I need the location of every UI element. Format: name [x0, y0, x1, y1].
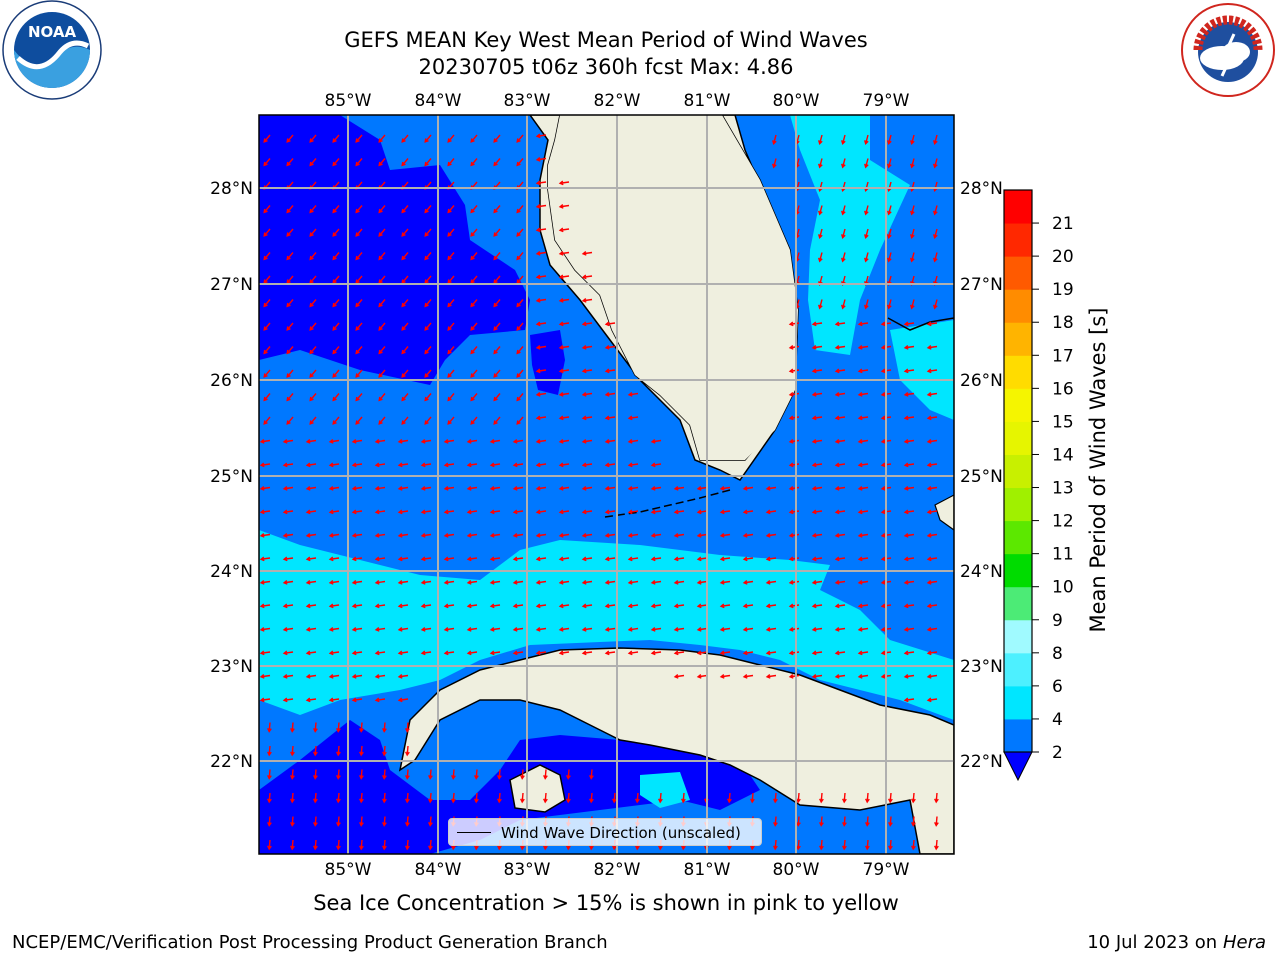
colorbar-segment	[1004, 652, 1032, 687]
under-range-region-gulf	[259, 115, 530, 385]
map-plot-area	[259, 115, 954, 854]
colorbar-tick-label: 21	[1052, 214, 1074, 234]
lat-label-left: 23°N	[210, 657, 253, 677]
colorbar-segment	[1004, 619, 1032, 654]
lat-label-left: 26°N	[210, 371, 253, 391]
map-legend: Wind Wave Direction (unscaled)	[448, 818, 762, 846]
colorbar-segment	[1004, 685, 1032, 720]
colorbar-segment	[1004, 256, 1032, 290]
lon-label-top: 84°W	[415, 91, 462, 111]
cyan-region-atlantic	[790, 115, 910, 355]
colorbar-segment	[1004, 388, 1032, 422]
colorbar-tick-label: 20	[1052, 247, 1074, 267]
florida-keys	[604, 489, 731, 518]
lon-label-bottom: 85°W	[325, 860, 372, 880]
colorbar-label: Mean Period of Wind Waves [s]	[1086, 307, 1110, 633]
lat-label-right: 25°N	[960, 467, 1003, 487]
lon-label-top: 82°W	[594, 91, 641, 111]
lon-label-top: 79°W	[863, 91, 910, 111]
colorbar-tick-label: 14	[1052, 445, 1074, 465]
lat-labels-right: 28°N 27°N 26°N 25°N 24°N 23°N 22°N	[960, 179, 1003, 772]
footer-credit: NCEP/EMC/Verification Post Processing Pr…	[12, 932, 608, 953]
chart-subtitle: 20230705 t06z 360h fcst Max: 4.86	[418, 55, 794, 79]
colorbar-tick-label: 10	[1052, 578, 1074, 598]
lon-label-bottom: 79°W	[863, 860, 910, 880]
colorbar-segment	[1004, 190, 1032, 224]
colorbar-segment	[1004, 487, 1032, 522]
lat-label-right: 28°N	[960, 179, 1003, 199]
legend-text: Wind Wave Direction (unscaled)	[501, 824, 741, 842]
lat-label-right: 23°N	[960, 657, 1003, 677]
lon-label-top: 85°W	[325, 91, 372, 111]
colorbar-tick-label: 13	[1052, 479, 1074, 499]
footer-date: 10 Jul 2023 on Hera	[1087, 932, 1266, 953]
lat-label-right: 24°N	[960, 562, 1003, 582]
colorbar-tick-label: 16	[1052, 379, 1074, 399]
wind-wave-arrows	[259, 133, 939, 851]
footer-date-text: 10 Jul 2023 on	[1087, 932, 1223, 953]
colorbar-segment	[1004, 586, 1032, 621]
colorbar-segment	[1004, 223, 1032, 257]
colorbar-segment	[1004, 553, 1032, 588]
lon-label-bottom: 84°W	[415, 860, 462, 880]
lat-label-left: 27°N	[210, 275, 253, 295]
colorbar-tick-label: 11	[1052, 545, 1074, 565]
colorbar-segment	[1004, 355, 1032, 389]
lat-label-left: 22°N	[210, 752, 253, 772]
colorbar-segment	[1004, 520, 1032, 555]
colorbar-segment	[1004, 289, 1032, 323]
colorbar-segment	[1004, 454, 1032, 489]
noaa-logo-text: NOAA	[28, 23, 77, 41]
lon-label-bottom: 80°W	[773, 860, 820, 880]
lon-labels-bottom: 85°W 84°W 83°W 82°W 81°W 80°W 79°W	[325, 860, 910, 880]
sea-ice-caption: Sea Ice Concentration > 15% is shown in …	[313, 891, 899, 915]
footer-host: Hera	[1222, 932, 1266, 953]
lon-label-bottom: 81°W	[684, 860, 731, 880]
colorbar-tick-label: 9	[1052, 611, 1063, 631]
colorbar-segment	[1004, 421, 1032, 455]
lon-label-top: 80°W	[773, 91, 820, 111]
noaa-logo: NOAA	[2, 0, 102, 100]
colorbar-tick-label: 6	[1052, 677, 1063, 697]
colorbar-tick-label: 8	[1052, 644, 1063, 664]
map-gridlines	[259, 115, 954, 854]
lat-label-right: 27°N	[960, 275, 1003, 295]
cyan-region-bahamas	[890, 320, 954, 420]
lat-label-left: 28°N	[210, 179, 253, 199]
lat-labels-left: 28°N 27°N 26°N 25°N 24°N 23°N 22°N	[210, 179, 253, 772]
lat-label-right: 22°N	[960, 752, 1003, 772]
colorbar-tick-label: 15	[1052, 412, 1074, 432]
colorbar-tick-label: 12	[1052, 512, 1074, 532]
lon-label-top: 83°W	[504, 91, 551, 111]
cyan-band-straits	[259, 530, 954, 720]
nws-logo	[1180, 2, 1276, 98]
lon-labels-top: 85°W 84°W 83°W 82°W 81°W 80°W 79°W	[325, 91, 910, 111]
colorbar-tick-label: 18	[1052, 313, 1074, 333]
lat-label-right: 26°N	[960, 371, 1003, 391]
colorbar-tick-label: 19	[1052, 280, 1074, 300]
colorbar: 2 4 6 8 9 10 11 12 13 14 15 16 17 18 19 20 21	[1003, 189, 1074, 782]
legend-line-symbol	[457, 832, 491, 833]
lat-label-left: 25°N	[210, 467, 253, 487]
colorbar-segment	[1004, 322, 1032, 356]
florida-land-fill	[548, 115, 798, 460]
bahamas-coast	[887, 317, 954, 331]
lon-label-bottom: 82°W	[594, 860, 641, 880]
lon-label-bottom: 83°W	[504, 860, 551, 880]
colorbar-tick-label: 17	[1052, 346, 1074, 366]
lon-label-top: 81°W	[684, 91, 731, 111]
bahamas-land	[934, 494, 954, 531]
chart-title: GEFS MEAN Key West Mean Period of Wind W…	[344, 28, 868, 52]
colorbar-tick-label: 4	[1052, 710, 1063, 730]
colorbar-segment	[1004, 718, 1032, 753]
cyan-region-cuba-south	[640, 772, 690, 808]
map-frame	[258, 114, 955, 855]
lat-label-left: 24°N	[210, 562, 253, 582]
colorbar-tick-label: 2	[1052, 743, 1063, 763]
colorbar-under-triangle	[1003, 751, 1033, 782]
